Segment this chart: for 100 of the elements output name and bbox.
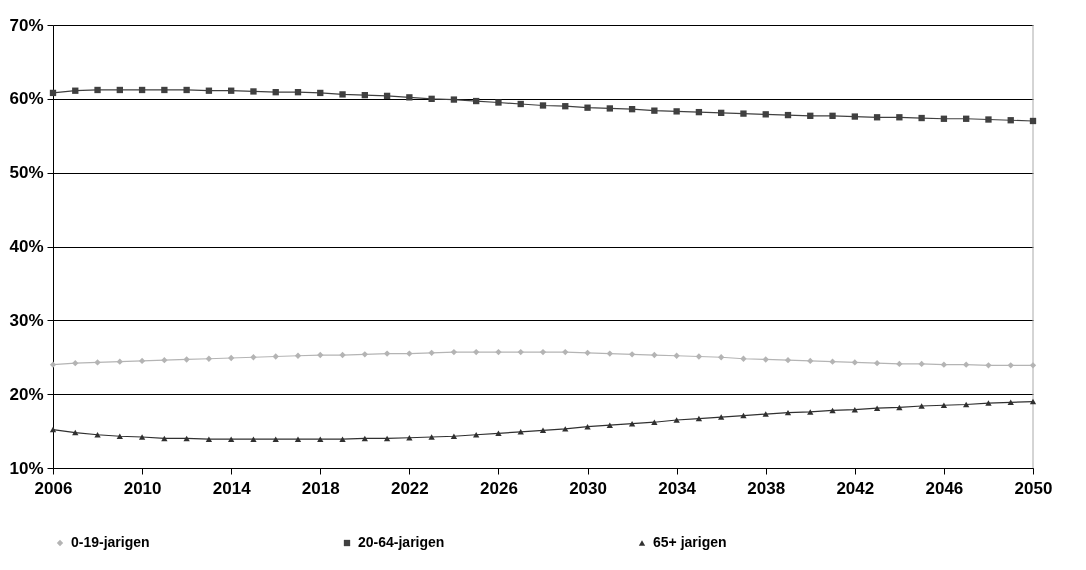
point (829, 358, 836, 365)
point (606, 350, 613, 357)
x-tick-label: 2014 (212, 478, 252, 498)
point (161, 357, 168, 364)
point (317, 436, 324, 442)
point (985, 116, 992, 123)
point (205, 87, 213, 94)
point (762, 411, 769, 417)
point (161, 86, 168, 94)
point (963, 401, 970, 408)
point (205, 355, 213, 362)
point (851, 113, 858, 120)
x-tick-label: 2042 (836, 478, 875, 498)
point (228, 436, 235, 442)
point (138, 434, 146, 440)
point (718, 354, 725, 361)
point (294, 89, 302, 96)
point (695, 108, 703, 116)
point (161, 435, 168, 442)
point (116, 358, 123, 365)
point (673, 108, 680, 115)
point (740, 110, 747, 117)
y-tick-label: 40% (9, 237, 44, 256)
point (963, 115, 970, 122)
point (138, 86, 146, 94)
x-tick-label: 2030 (569, 478, 607, 498)
point (339, 436, 346, 442)
point (406, 350, 413, 357)
point (473, 432, 480, 438)
point (606, 105, 613, 112)
legend-label: 65+ jarigen (653, 534, 727, 550)
point (784, 111, 792, 119)
point (49, 361, 57, 368)
point (428, 349, 435, 356)
y-tick-label: 20% (9, 384, 44, 404)
point (940, 402, 948, 408)
point (673, 352, 680, 359)
point (1007, 362, 1014, 369)
point (985, 362, 992, 369)
point (138, 357, 146, 365)
point (918, 403, 925, 409)
legend-label: 20-64-jarigen (358, 534, 445, 550)
y-tick-label: 50% (9, 163, 44, 183)
point (94, 432, 101, 438)
point (317, 89, 324, 97)
point (1007, 399, 1014, 406)
point (495, 430, 502, 437)
point (294, 436, 302, 442)
legend-label: 0-19-jarigen (71, 534, 150, 550)
point (428, 95, 435, 102)
x-tick-label: 2018 (301, 478, 340, 498)
point (383, 350, 391, 357)
point (361, 435, 368, 442)
point (784, 409, 792, 416)
point (562, 426, 569, 432)
point (183, 435, 190, 442)
point (317, 351, 324, 359)
point (450, 96, 458, 103)
point (250, 88, 257, 95)
point (450, 348, 458, 356)
point (250, 436, 257, 442)
point (807, 357, 814, 365)
point (584, 349, 591, 356)
point (873, 405, 881, 411)
point (606, 422, 613, 428)
point (406, 94, 413, 101)
point (339, 91, 346, 98)
point (1007, 117, 1014, 124)
point (918, 360, 925, 368)
point (673, 417, 680, 423)
point (272, 89, 279, 96)
point (517, 100, 524, 108)
y-tick-label: 10% (9, 458, 44, 478)
point (985, 400, 992, 406)
point (49, 426, 57, 433)
point (851, 359, 858, 366)
point (695, 415, 703, 422)
point (1029, 117, 1037, 125)
point (473, 97, 480, 105)
point (116, 433, 123, 439)
point (807, 112, 814, 119)
y-tick-label: 60% (9, 89, 44, 109)
x-tick-label: 2038 (747, 478, 786, 498)
point (873, 114, 881, 121)
point (272, 436, 279, 442)
point (651, 419, 658, 425)
point (829, 407, 836, 414)
point (695, 353, 703, 360)
point (205, 436, 213, 442)
y-tick-label: 70% (9, 15, 44, 35)
point (963, 361, 970, 368)
point (428, 434, 435, 440)
point (383, 92, 391, 100)
point (94, 86, 101, 94)
point (896, 360, 903, 368)
x-tick-label: 2006 (34, 478, 73, 498)
point (539, 102, 547, 109)
point (250, 354, 257, 361)
x-tick-label: 2046 (925, 478, 964, 498)
x-tick-label: 2050 (1014, 478, 1053, 498)
